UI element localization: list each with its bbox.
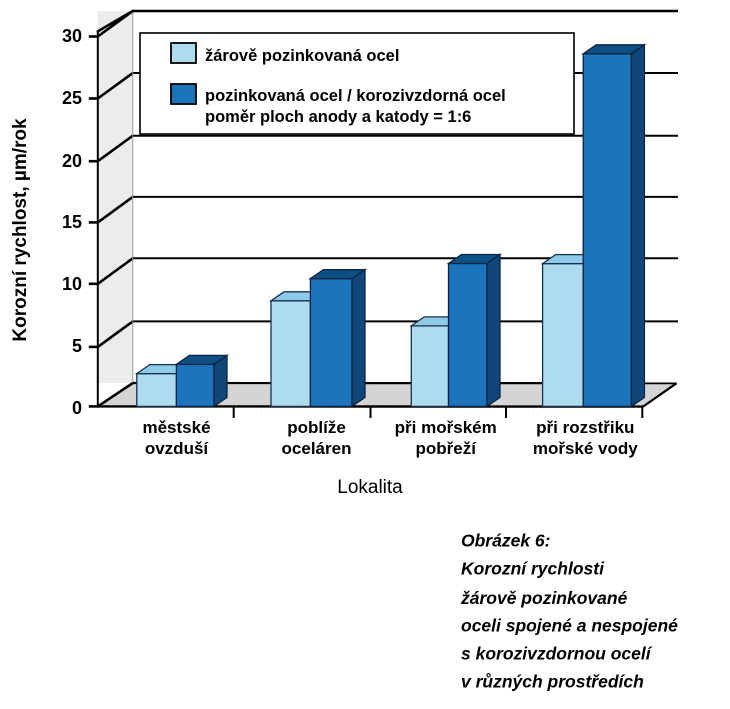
svg-text:žárově pozinkované: žárově pozinkované bbox=[460, 588, 628, 608]
svg-text:s korozivzdornou ocelí: s korozivzdornou ocelí bbox=[461, 644, 653, 664]
svg-text:pobřeží: pobřeží bbox=[415, 439, 477, 458]
svg-text:při rozstřiku: při rozstřiku bbox=[536, 418, 634, 437]
svg-text:25: 25 bbox=[62, 88, 82, 108]
svg-text:oceli spojené a nespojené: oceli spojené a nespojené bbox=[461, 616, 678, 636]
svg-text:při mořském: při mořském bbox=[395, 418, 497, 437]
svg-text:Korozní rychlost, µm/rok: Korozní rychlost, µm/rok bbox=[10, 118, 31, 342]
svg-text:v různých prostředích: v různých prostředích bbox=[461, 672, 644, 692]
svg-text:Korozní rychlosti: Korozní rychlosti bbox=[461, 559, 605, 579]
svg-text:30: 30 bbox=[62, 26, 82, 46]
svg-text:městské: městské bbox=[142, 418, 210, 437]
svg-text:žárově pozinkovaná ocel: žárově pozinkovaná ocel bbox=[205, 47, 399, 65]
svg-text:5: 5 bbox=[72, 336, 82, 356]
svg-text:Obrázek 6:: Obrázek 6: bbox=[461, 531, 550, 551]
svg-text:0: 0 bbox=[72, 398, 82, 418]
svg-text:poblíže: poblíže bbox=[287, 418, 346, 437]
svg-text:15: 15 bbox=[62, 212, 82, 232]
svg-text:mořské vody: mořské vody bbox=[533, 439, 638, 458]
svg-text:10: 10 bbox=[62, 274, 82, 294]
svg-text:ovzduší: ovzduší bbox=[145, 439, 210, 458]
svg-text:poměr ploch anody a katody = 1: poměr ploch anody a katody = 1:6 bbox=[205, 108, 471, 126]
svg-text:oceláren: oceláren bbox=[282, 439, 352, 458]
svg-text:pozinkovaná ocel / korozivzdor: pozinkovaná ocel / korozivzdorná ocel bbox=[205, 87, 506, 105]
svg-text:Lokalita: Lokalita bbox=[337, 477, 403, 498]
svg-text:20: 20 bbox=[62, 151, 82, 171]
